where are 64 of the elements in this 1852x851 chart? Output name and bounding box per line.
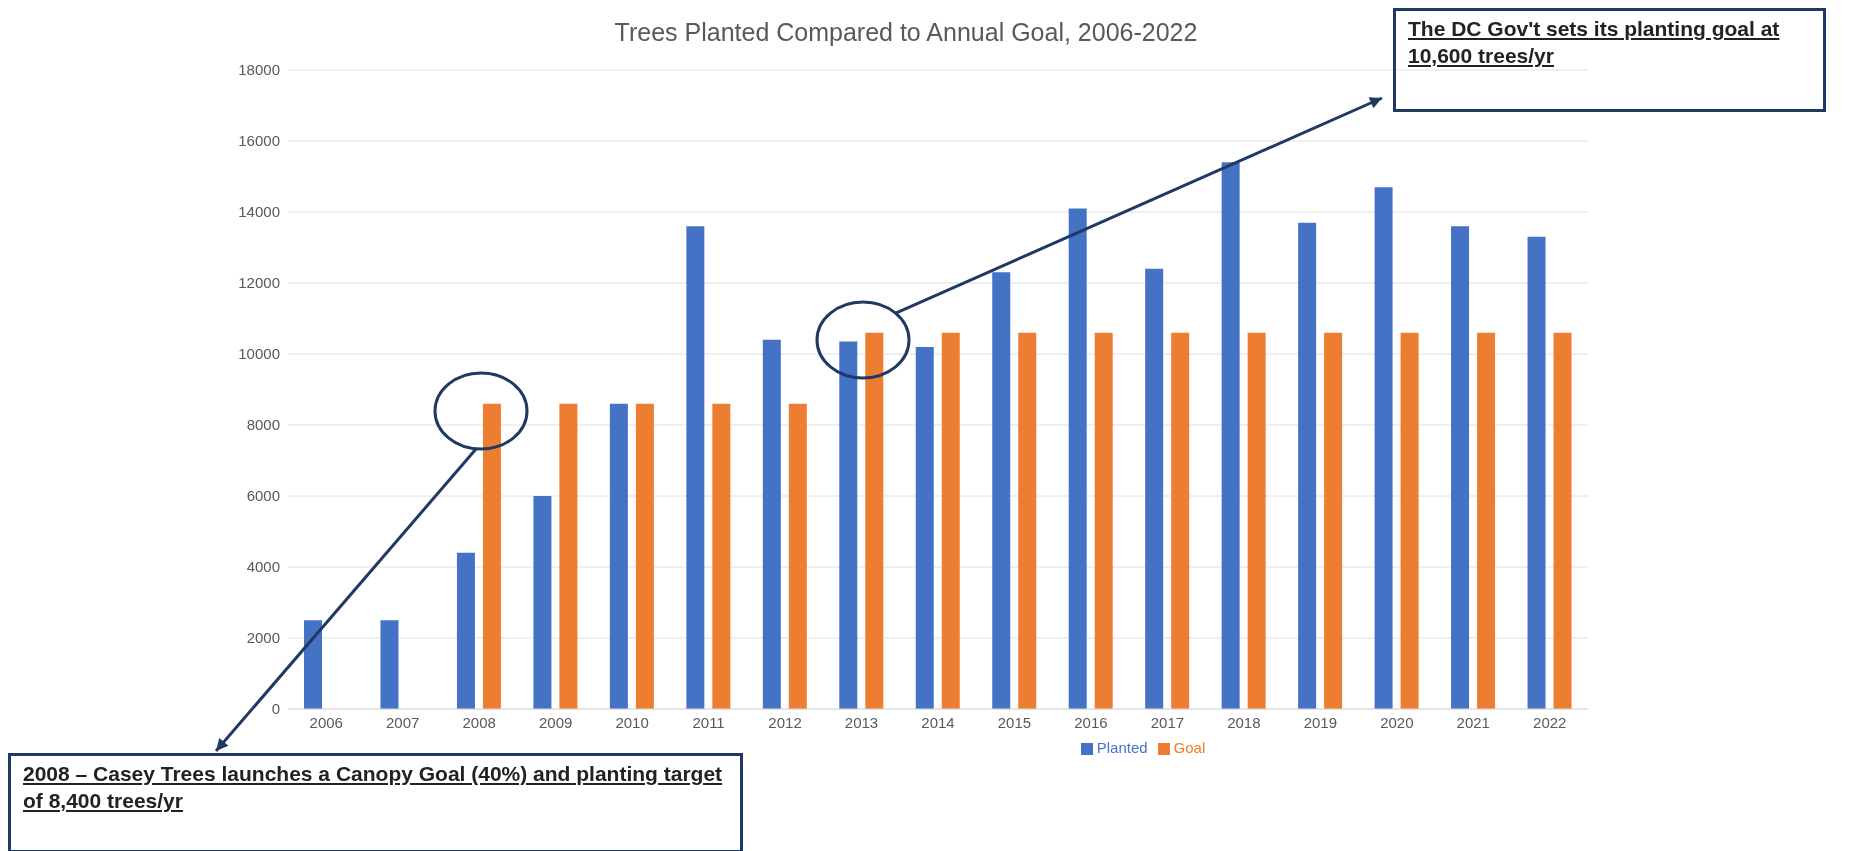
bar	[712, 403, 731, 709]
x-tick-label: 2012	[768, 713, 802, 731]
y-tick-label: 0	[271, 700, 280, 718]
bar	[1145, 268, 1164, 709]
bar	[1221, 162, 1240, 709]
legend-label: Planted	[1096, 739, 1148, 756]
x-tick-label: 2006	[309, 713, 343, 731]
bar	[1094, 332, 1113, 709]
bar	[865, 332, 884, 709]
bar	[1018, 332, 1037, 709]
chart-title: Trees Planted Compared to Annual Goal, 2006-2022	[613, 18, 1199, 47]
y-tick-label: 6000	[246, 487, 280, 505]
bar	[1171, 332, 1190, 709]
bar	[304, 620, 322, 709]
x-tick-label: 2020	[1380, 713, 1414, 731]
legend-label: Goal	[1173, 739, 1206, 756]
bar	[1068, 208, 1087, 709]
x-tick-label: 2014	[921, 713, 955, 731]
bar	[839, 341, 858, 709]
bar	[1324, 332, 1343, 709]
y-tick-label: 8000	[246, 416, 280, 434]
bar	[915, 346, 934, 709]
x-tick-label: 2011	[692, 713, 725, 731]
bar	[788, 403, 807, 709]
bar	[1553, 332, 1572, 709]
bar	[456, 552, 475, 709]
bar	[533, 496, 552, 709]
y-tick-label: 18000	[238, 61, 280, 79]
x-tick-label: 2015	[997, 713, 1032, 731]
bar	[1298, 222, 1317, 709]
x-tick-label: 2021	[1456, 713, 1490, 731]
x-tick-label: 2013	[844, 713, 879, 731]
bar	[992, 272, 1011, 709]
x-tick-label: 2009	[538, 713, 573, 731]
bar	[1477, 332, 1496, 709]
bar	[609, 403, 628, 709]
x-tick-label: 2008	[462, 713, 496, 731]
y-tick-label: 10000	[238, 345, 280, 363]
text: 2008 – Casey Trees launches a Canopy Goal (40%) and planting target of 8,400 trees/yr	[8, 753, 743, 851]
x-tick-label: 2022	[1533, 713, 1567, 731]
bar	[482, 403, 501, 709]
text: The DC Gov't sets its planting goal at 10,600 trees/yr	[1393, 8, 1826, 112]
bar	[559, 403, 578, 709]
bar	[941, 332, 960, 709]
bar	[686, 226, 705, 709]
bar	[762, 339, 781, 709]
x-tick-label: 2018	[1227, 713, 1261, 731]
y-tick-label: 12000	[238, 274, 280, 292]
y-tick-label: 16000	[238, 132, 280, 150]
bar	[1451, 226, 1470, 709]
y-tick-label: 14000	[238, 203, 280, 221]
x-tick-label: 2016	[1074, 713, 1108, 731]
bar	[635, 403, 654, 709]
x-tick-label: 2010	[615, 713, 649, 731]
bar	[1400, 332, 1419, 709]
bar	[1374, 187, 1393, 709]
x-tick-label: 2017	[1150, 713, 1185, 731]
bar	[380, 620, 399, 709]
x-tick-label: 2007	[386, 713, 420, 731]
bar	[1247, 332, 1266, 709]
x-tick-label: 2019	[1303, 713, 1338, 731]
y-tick-label: 4000	[246, 558, 280, 576]
y-tick-label: 2000	[246, 629, 280, 647]
bar	[1527, 236, 1546, 709]
